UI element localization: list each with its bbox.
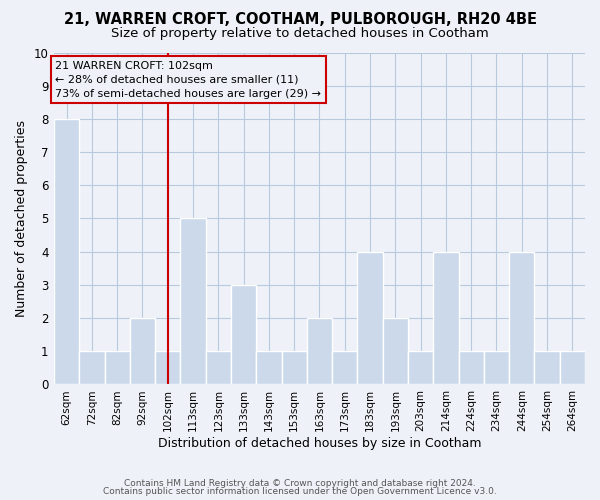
Bar [256, 352, 281, 384]
X-axis label: Distribution of detached houses by size in Cootham: Distribution of detached houses by size … [158, 437, 481, 450]
Y-axis label: Number of detached properties: Number of detached properties [15, 120, 28, 317]
Bar [408, 352, 433, 384]
Text: Contains public sector information licensed under the Open Government Licence v3: Contains public sector information licen… [103, 487, 497, 496]
Bar [130, 318, 155, 384]
Text: Size of property relative to detached houses in Cootham: Size of property relative to detached ho… [111, 28, 489, 40]
Bar [181, 218, 206, 384]
Text: 21, WARREN CROFT, COOTHAM, PULBOROUGH, RH20 4BE: 21, WARREN CROFT, COOTHAM, PULBOROUGH, R… [64, 12, 536, 28]
Bar [231, 285, 256, 384]
Text: Contains HM Land Registry data © Crown copyright and database right 2024.: Contains HM Land Registry data © Crown c… [124, 478, 476, 488]
Bar [358, 252, 383, 384]
Text: 21 WARREN CROFT: 102sqm
← 28% of detached houses are smaller (11)
73% of semi-de: 21 WARREN CROFT: 102sqm ← 28% of detache… [55, 61, 321, 99]
Bar [155, 352, 181, 384]
Bar [332, 352, 358, 384]
Bar [104, 352, 130, 384]
Bar [535, 352, 560, 384]
Bar [281, 352, 307, 384]
Bar [206, 352, 231, 384]
Bar [307, 318, 332, 384]
Bar [433, 252, 458, 384]
Bar [509, 252, 535, 384]
Bar [560, 352, 585, 384]
Bar [484, 352, 509, 384]
Bar [383, 318, 408, 384]
Bar [79, 352, 104, 384]
Bar [54, 119, 79, 384]
Bar [458, 352, 484, 384]
